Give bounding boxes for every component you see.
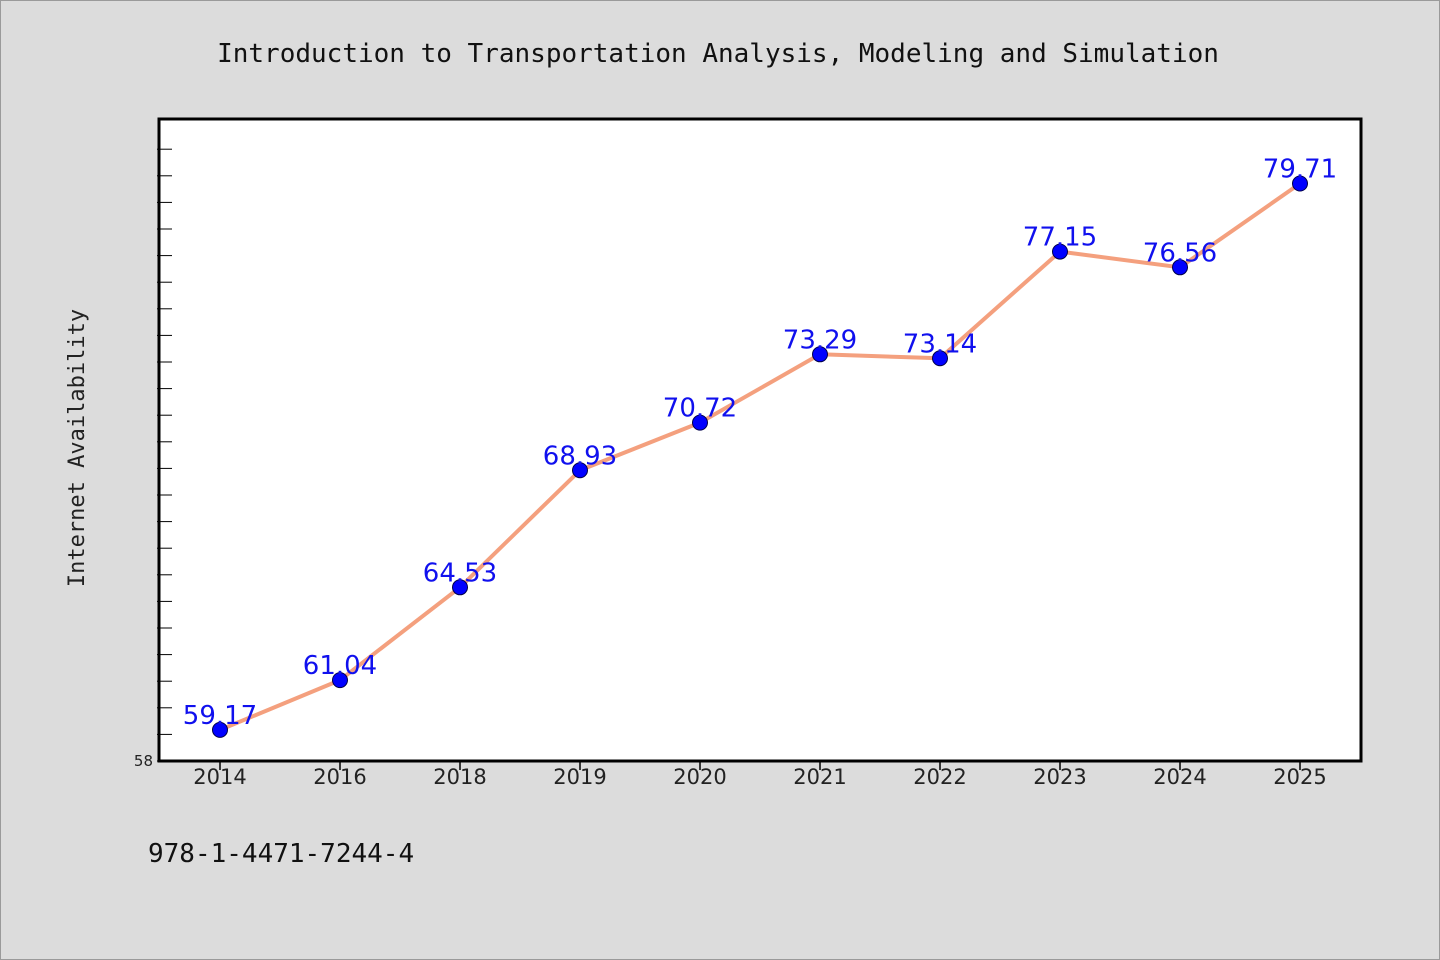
data-point: [692, 414, 708, 431]
data-label: 73.14: [903, 329, 977, 359]
data-point: [332, 672, 348, 689]
chart-title: Introduction to Transportation Analysis,…: [217, 39, 1219, 69]
x-tick-label: 2023: [1033, 765, 1086, 789]
data-point: [1052, 243, 1068, 260]
data-point: [452, 579, 468, 596]
plot-area: [157, 117, 1363, 763]
x-tick-label: 2025: [1273, 765, 1326, 789]
data-label: 68.93: [543, 441, 617, 471]
x-tick-label: 2021: [793, 765, 846, 789]
x-tick-label: 2016: [313, 765, 366, 789]
data-label: 76.56: [1143, 238, 1217, 268]
data-point: [932, 350, 948, 367]
data-label: 79.71: [1263, 155, 1337, 185]
x-tick-label: 2014: [193, 765, 246, 789]
y-axis-ticks: 58: [134, 148, 172, 770]
data-label: 61.04: [303, 651, 377, 681]
data-labels: 59.17 61.04 64.53 68.93 70.72 73.29 73.14 77.15…: [183, 155, 1337, 731]
x-tick-label: 2022: [913, 765, 966, 789]
data-point: [1172, 259, 1188, 276]
data-point: [1292, 175, 1308, 192]
data-label: 64.53: [423, 558, 497, 588]
y-axis-label: Internet Availability: [65, 309, 90, 587]
y-tick-label: 58: [134, 752, 153, 770]
data-label: 73.29: [783, 325, 857, 355]
x-tick-label: 2020: [673, 765, 726, 789]
series-line: [218, 181, 1302, 732]
data-point: [212, 721, 228, 738]
data-label: 59.17: [183, 701, 257, 731]
marker-layer: [212, 175, 1308, 738]
series-layer: [218, 181, 1302, 732]
x-axis: 2014 2016 2018 2019 2020 2021 2022 2023 2024 2025: [193, 761, 1327, 789]
isbn-footnote: 978-1-4471-7244-4: [148, 839, 414, 869]
x-tick-label: 2018: [433, 765, 486, 789]
x-tick-label: 2024: [1153, 765, 1206, 789]
x-tick-label: 2019: [553, 765, 606, 789]
data-point: [572, 462, 588, 479]
data-point: [812, 346, 828, 363]
data-label: 70.72: [663, 394, 737, 424]
data-label: 77.15: [1023, 223, 1097, 253]
